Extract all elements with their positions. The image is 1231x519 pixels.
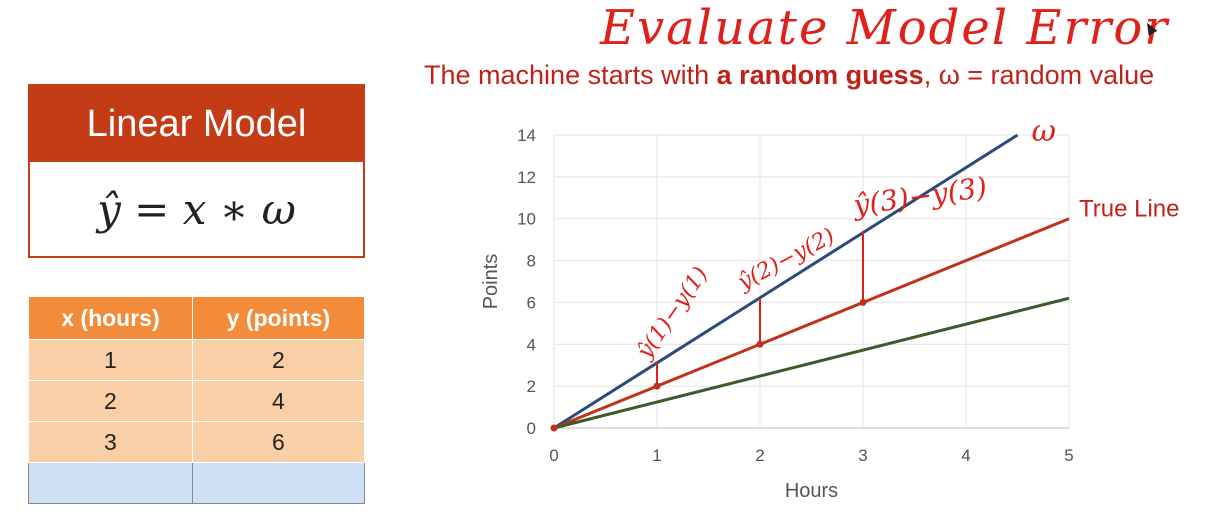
y-tick-label: 4 [527, 335, 536, 354]
x-tick-label: 5 [1064, 446, 1073, 465]
y-tick-label: 2 [527, 377, 536, 396]
x-tick-label: 0 [549, 446, 558, 465]
x-tick-label: 4 [961, 446, 970, 465]
y-tick-label: 0 [527, 419, 536, 438]
x-tick-label: 1 [652, 446, 661, 465]
series-line-2 [554, 298, 1069, 428]
data-point [757, 341, 764, 348]
data-point [860, 299, 867, 306]
error-label-1: ŷ(1)−y(1) [632, 263, 714, 365]
y-tick-label: 6 [527, 293, 536, 312]
y-tick-label: 14 [517, 126, 536, 145]
true-line-label: True Line [1079, 196, 1180, 223]
error-label-3: ŷ(3)−y(3) [849, 171, 989, 223]
y-tick-label: 10 [517, 210, 536, 229]
y-axis-label: Points [480, 254, 502, 310]
x-tick-label: 3 [858, 446, 867, 465]
x-axis-label: Hours [785, 480, 838, 502]
data-point [551, 425, 558, 432]
y-tick-label: 8 [527, 252, 536, 271]
y-tick-label: 12 [517, 168, 536, 187]
error-label-2: ŷ(2)−y(2) [733, 224, 839, 296]
data-point [654, 383, 661, 390]
x-tick-label: 2 [755, 446, 764, 465]
omega-label: ω [1032, 114, 1056, 149]
